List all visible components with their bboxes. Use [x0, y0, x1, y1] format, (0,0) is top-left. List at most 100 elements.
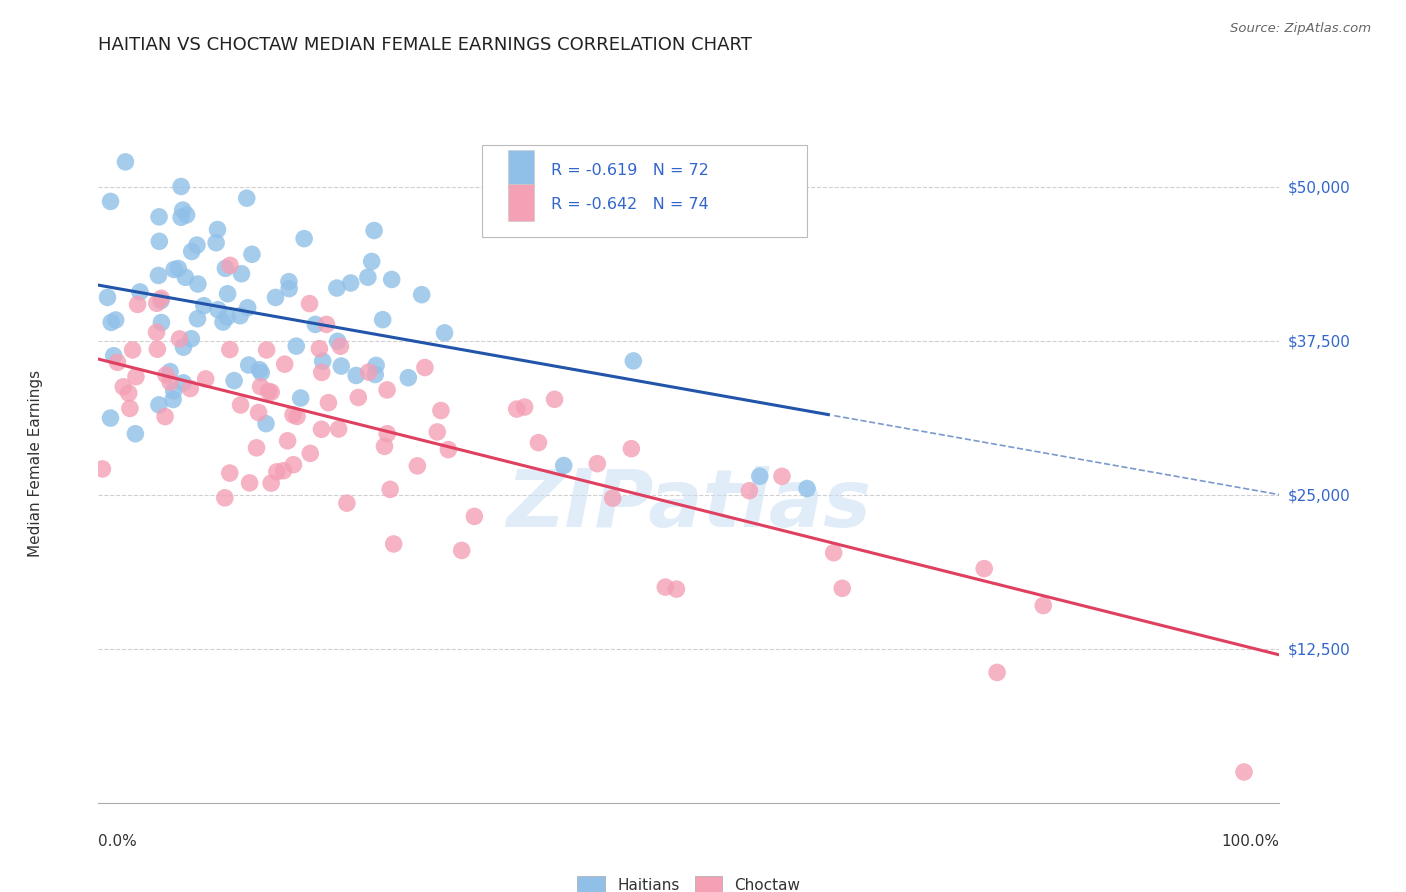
- Point: [214, 491, 236, 505]
- Point: [738, 483, 761, 498]
- Point: [148, 398, 170, 412]
- Point: [413, 360, 436, 375]
- Point: [238, 358, 260, 372]
- Point: [121, 343, 143, 357]
- Point: [304, 318, 326, 332]
- Point: [186, 311, 208, 326]
- Point: [378, 483, 401, 497]
- Point: [231, 267, 253, 281]
- Point: [285, 409, 308, 424]
- Point: [167, 261, 190, 276]
- Point: [281, 408, 304, 422]
- Point: [169, 332, 191, 346]
- Point: [330, 359, 353, 373]
- Point: [176, 208, 198, 222]
- Point: [245, 441, 267, 455]
- FancyBboxPatch shape: [508, 184, 534, 221]
- Point: [118, 386, 141, 401]
- Point: [249, 362, 271, 376]
- Text: Median Female Earnings: Median Female Earnings: [28, 370, 42, 558]
- Text: ZIPatlas: ZIPatlas: [506, 466, 872, 543]
- Point: [1233, 764, 1256, 779]
- Point: [406, 458, 429, 473]
- Point: [277, 275, 299, 289]
- Point: [366, 359, 388, 373]
- Point: [174, 270, 197, 285]
- Point: [430, 403, 453, 417]
- Point: [214, 261, 236, 276]
- Point: [326, 334, 349, 349]
- Point: [665, 582, 688, 596]
- Point: [218, 343, 240, 357]
- Point: [146, 296, 169, 310]
- Point: [373, 439, 395, 453]
- Point: [796, 482, 818, 496]
- Point: [150, 291, 173, 305]
- Point: [104, 313, 127, 327]
- Point: [318, 395, 340, 409]
- Point: [543, 392, 565, 407]
- Point: [283, 458, 305, 472]
- Point: [336, 496, 359, 510]
- Point: [212, 315, 235, 329]
- Point: [344, 368, 367, 383]
- Point: [308, 342, 330, 356]
- Point: [193, 299, 215, 313]
- Point: [364, 368, 387, 382]
- Point: [311, 365, 333, 379]
- Point: [91, 462, 114, 476]
- Point: [150, 316, 173, 330]
- Point: [180, 244, 202, 259]
- Point: [426, 425, 449, 439]
- Point: [396, 370, 419, 384]
- Point: [114, 154, 136, 169]
- Point: [527, 435, 550, 450]
- Point: [236, 301, 259, 315]
- Point: [236, 191, 259, 205]
- Legend: Haitians, Choctaw: Haitians, Choctaw: [571, 871, 807, 892]
- Point: [100, 315, 122, 329]
- Point: [381, 272, 404, 286]
- Point: [118, 401, 141, 416]
- Point: [219, 259, 242, 273]
- Point: [357, 365, 380, 379]
- Point: [748, 469, 770, 483]
- Point: [180, 332, 202, 346]
- Point: [260, 385, 283, 400]
- Point: [273, 357, 295, 371]
- Point: [162, 392, 184, 407]
- Point: [437, 442, 460, 457]
- Point: [256, 343, 278, 357]
- Point: [311, 422, 333, 436]
- Point: [411, 287, 433, 301]
- Point: [224, 374, 246, 388]
- Point: [254, 417, 277, 431]
- Point: [292, 232, 315, 246]
- Text: HAITIAN VS CHOCTAW MEDIAN FEMALE EARNINGS CORRELATION CHART: HAITIAN VS CHOCTAW MEDIAN FEMALE EARNING…: [98, 36, 752, 54]
- Point: [100, 411, 122, 425]
- Point: [148, 268, 170, 283]
- Point: [250, 366, 273, 380]
- Point: [290, 391, 312, 405]
- Point: [194, 372, 217, 386]
- Point: [553, 458, 575, 473]
- Point: [375, 383, 398, 397]
- Point: [285, 339, 308, 353]
- Point: [100, 194, 122, 209]
- Point: [215, 310, 238, 324]
- Point: [205, 235, 228, 250]
- Point: [986, 665, 1008, 680]
- Point: [298, 296, 321, 310]
- Point: [179, 382, 201, 396]
- Point: [239, 475, 262, 490]
- Point: [229, 309, 252, 323]
- Point: [150, 293, 173, 308]
- Point: [127, 297, 149, 311]
- Point: [257, 384, 280, 399]
- Point: [125, 369, 148, 384]
- Point: [382, 537, 405, 551]
- Point: [170, 179, 193, 194]
- Point: [299, 446, 322, 460]
- Point: [124, 426, 146, 441]
- Point: [360, 254, 382, 268]
